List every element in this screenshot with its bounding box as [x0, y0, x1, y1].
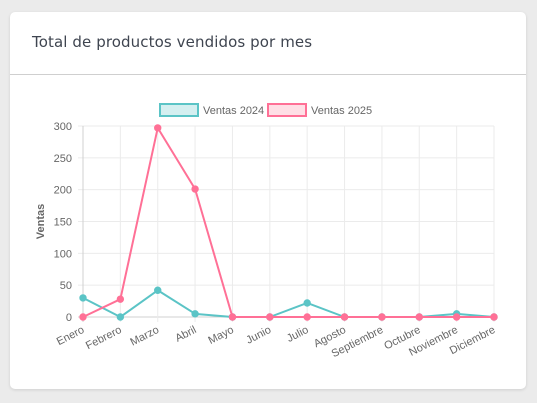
card-title: Total de productos vendidos por mes	[32, 33, 313, 51]
legend-label: Ventas 2024	[203, 105, 264, 117]
legend-item: Ventas 2025	[267, 103, 372, 117]
y-tick-label: 300	[54, 121, 72, 133]
y-tick-label: 250	[54, 153, 72, 165]
series-line	[82, 289, 495, 318]
data-point	[378, 313, 386, 321]
data-point	[79, 313, 87, 321]
x-tick-label: Mayo	[206, 324, 235, 347]
data-point	[116, 313, 125, 321]
y-tick-label: 0	[66, 312, 72, 324]
x-tick-label: Julio	[285, 324, 311, 345]
data-point	[266, 313, 274, 321]
data-point	[452, 313, 461, 321]
chart-grid	[78, 125, 495, 322]
card-header: Total de productos vendidos por mes	[10, 12, 526, 75]
series-ventas-2024	[79, 286, 498, 321]
data-point	[154, 286, 162, 294]
legend-swatch	[159, 103, 199, 117]
chart-legend: Ventas 2024 Ventas 2025	[159, 103, 372, 117]
data-point	[191, 310, 199, 318]
data-point	[303, 299, 311, 307]
data-point	[79, 294, 87, 302]
legend-label: Ventas 2025	[311, 105, 372, 117]
y-tick-label: 100	[54, 248, 72, 260]
series-line	[82, 126, 494, 318]
series-ventas-2025	[79, 124, 498, 321]
y-tick-label: 200	[54, 185, 72, 197]
legend-item: Ventas 2024	[159, 103, 264, 117]
data-point	[116, 295, 125, 303]
data-point	[154, 124, 162, 132]
sales-card: Total de productos vendidos por mes 0 50 1…	[10, 12, 526, 389]
x-tick-label: Abril	[173, 324, 198, 345]
y-tick-label: 150	[54, 217, 72, 229]
legend-swatch	[267, 103, 307, 117]
x-tick-label: Enero	[55, 324, 87, 348]
data-point	[490, 313, 498, 321]
y-tick-label: 50	[60, 280, 72, 292]
x-tick-label: Febrero	[84, 324, 124, 352]
y-axis-title: Ventas	[35, 204, 47, 239]
data-point	[228, 313, 237, 321]
data-point	[303, 313, 311, 321]
x-tick-label: Junio	[244, 324, 273, 347]
data-point	[191, 185, 199, 193]
x-tick-label: Marzo	[128, 324, 161, 349]
data-point	[415, 313, 423, 321]
data-point	[340, 313, 349, 321]
